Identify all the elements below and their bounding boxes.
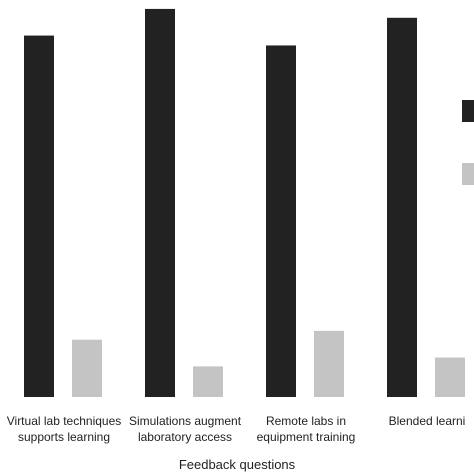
bar <box>435 357 465 397</box>
bar <box>387 17 417 398</box>
bar <box>72 339 102 397</box>
x-tick-label: Blended learni <box>388 414 466 428</box>
x-axis-label: Feedback questions <box>178 457 296 472</box>
bar <box>314 330 344 397</box>
bar <box>266 45 296 397</box>
legend-swatch <box>462 100 474 122</box>
bar <box>193 366 223 397</box>
bar <box>24 35 54 397</box>
x-tick-label: Virtual lab techniques supports learning <box>6 414 122 444</box>
bar <box>145 8 175 397</box>
x-tick-label: Simulations augment laboratory access <box>128 414 242 444</box>
legend-swatch <box>462 163 474 185</box>
x-tick-label: Remote labs in equipment training <box>256 414 356 444</box>
